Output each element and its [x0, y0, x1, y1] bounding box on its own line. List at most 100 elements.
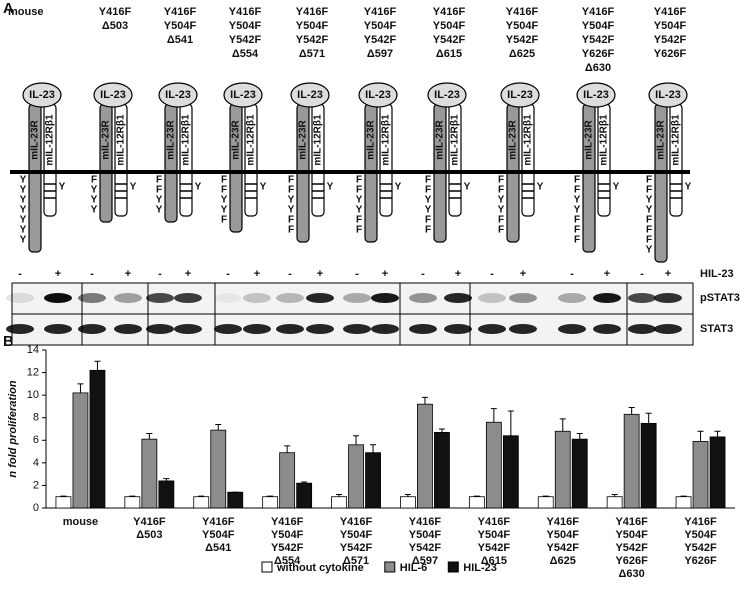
lane-label: +: [665, 268, 671, 280]
error-bar: [60, 495, 67, 497]
error-bar: [336, 493, 343, 497]
residue: Y: [327, 182, 334, 193]
construct-label: Y542F: [433, 34, 466, 46]
legend-swatch: [261, 561, 273, 573]
receptor-label: mIL-23R: [584, 119, 595, 159]
lane-label: +: [382, 268, 388, 280]
residue: Y: [464, 182, 471, 193]
lane-label: +: [185, 268, 191, 280]
band: [78, 293, 106, 303]
construct-label: Y542F: [654, 34, 687, 46]
lane-label: -: [226, 268, 230, 280]
residue: Y: [498, 205, 505, 216]
residue: F: [221, 185, 227, 196]
bar: [675, 496, 692, 509]
bar: [365, 452, 381, 509]
blot-row-label: STAT3: [700, 323, 733, 335]
residue: F: [356, 225, 362, 236]
error-bar: [542, 495, 549, 497]
residue: Y: [156, 205, 163, 216]
residue: F: [156, 175, 162, 186]
residue: F: [646, 235, 652, 246]
bar: [468, 496, 485, 509]
x-tick-label: Y504F: [615, 529, 648, 541]
construct-label: Y416F: [296, 6, 329, 18]
construct-label: Y626F: [582, 48, 615, 60]
band: [654, 324, 682, 334]
error-bar: [77, 383, 84, 393]
lane-label: +: [125, 268, 131, 280]
band: [276, 293, 304, 303]
cytokine: [158, 82, 198, 108]
residue: F: [156, 185, 162, 196]
receptor-label: mIL-12Rβ1: [313, 114, 324, 166]
bar: [227, 491, 244, 509]
residue: F: [288, 215, 294, 226]
bar: [434, 431, 450, 509]
cytokine-label: IL-23: [434, 89, 460, 101]
band: [114, 324, 142, 334]
receptor-label: mIL-23R: [508, 119, 519, 159]
x-tick-label: Y416F: [271, 516, 304, 528]
bar: [709, 436, 726, 509]
cytokine-label: IL-23: [29, 89, 55, 101]
lane-label: +: [317, 268, 323, 280]
band: [478, 324, 506, 334]
residue: Y: [20, 225, 27, 236]
residue: Y: [537, 182, 544, 193]
construct-label: Y416F: [164, 6, 197, 18]
error-bar: [404, 493, 411, 497]
y-tick-label: 10: [27, 389, 39, 401]
panel-label: A: [3, 0, 14, 17]
legend-swatch: [384, 561, 396, 573]
residue: Y: [20, 175, 27, 186]
receptor-label: mIL-23R: [435, 119, 446, 159]
y-tick-label: 14: [27, 344, 39, 356]
bar: [296, 482, 313, 509]
residue: F: [574, 185, 580, 196]
x-tick-label: mouse: [63, 516, 98, 528]
cytokine-label: IL-23: [165, 89, 191, 101]
construct-label: Y504F: [506, 20, 539, 32]
bar: [640, 422, 657, 509]
cytokine: [576, 82, 616, 108]
band: [509, 324, 537, 334]
band: [243, 324, 271, 334]
lane-label: -: [90, 268, 94, 280]
error-bar: [438, 428, 445, 433]
receptor-label: mIL-23R: [30, 119, 41, 159]
band: [558, 293, 586, 303]
bar: [606, 496, 623, 509]
receptor-label: mIL-12Rβ1: [381, 114, 392, 166]
residue: F: [221, 215, 227, 226]
bar: [692, 441, 709, 509]
x-tick-label: Y626F: [684, 555, 717, 567]
band: [409, 293, 437, 303]
legend-swatch: [447, 561, 459, 573]
receptor-label: mIL-12Rβ1: [246, 114, 257, 166]
residue: F: [91, 175, 97, 186]
error-bar: [645, 412, 652, 424]
residue: F: [356, 185, 362, 196]
y-tick-label: 4: [33, 457, 39, 469]
blot-treatment: HIL-23: [700, 268, 734, 280]
band: [628, 293, 656, 303]
band: [114, 293, 142, 303]
residue: Y: [356, 205, 363, 216]
error-bar: [146, 433, 153, 440]
residue: Y: [288, 195, 295, 206]
residue: Y: [20, 205, 27, 216]
residue: F: [425, 215, 431, 226]
error-bar: [697, 430, 704, 442]
bar: [124, 496, 141, 509]
x-tick-label: Y504F: [409, 529, 442, 541]
legend-label: without cytokine: [276, 562, 364, 574]
receptor-label: mIL-23R: [101, 119, 112, 159]
band: [409, 324, 437, 334]
construct-label: Y542F: [296, 34, 329, 46]
bar: [485, 421, 502, 509]
bar: [55, 496, 72, 509]
band: [444, 324, 472, 334]
residue: Y: [20, 215, 27, 226]
bar: [279, 452, 296, 509]
